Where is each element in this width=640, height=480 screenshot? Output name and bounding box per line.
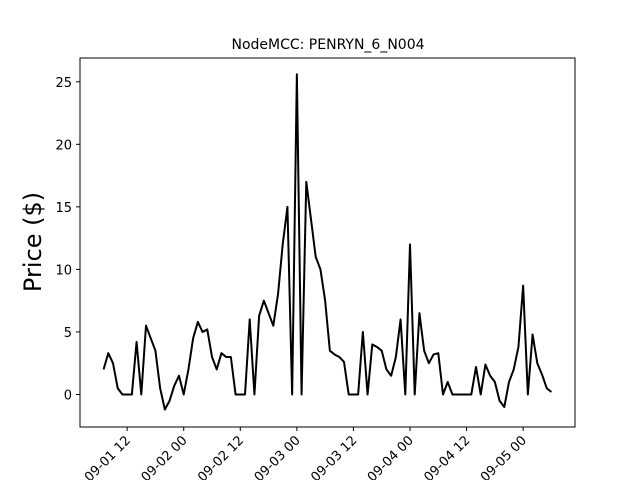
price-line — [102, 73, 553, 411]
y-tick-label: 15 — [55, 201, 72, 216]
plot-frame — [79, 57, 576, 428]
y-tick-label: 0 — [64, 388, 72, 403]
chart-title: NodeMCC: PENRYN_6_N004 — [231, 37, 424, 53]
y-tick-label: 20 — [55, 138, 72, 153]
y-axis-label: Price ($) — [19, 192, 47, 292]
y-tick-label: 10 — [55, 263, 72, 278]
y-tick-label: 5 — [64, 326, 72, 341]
y-tick-label: 25 — [55, 76, 72, 91]
